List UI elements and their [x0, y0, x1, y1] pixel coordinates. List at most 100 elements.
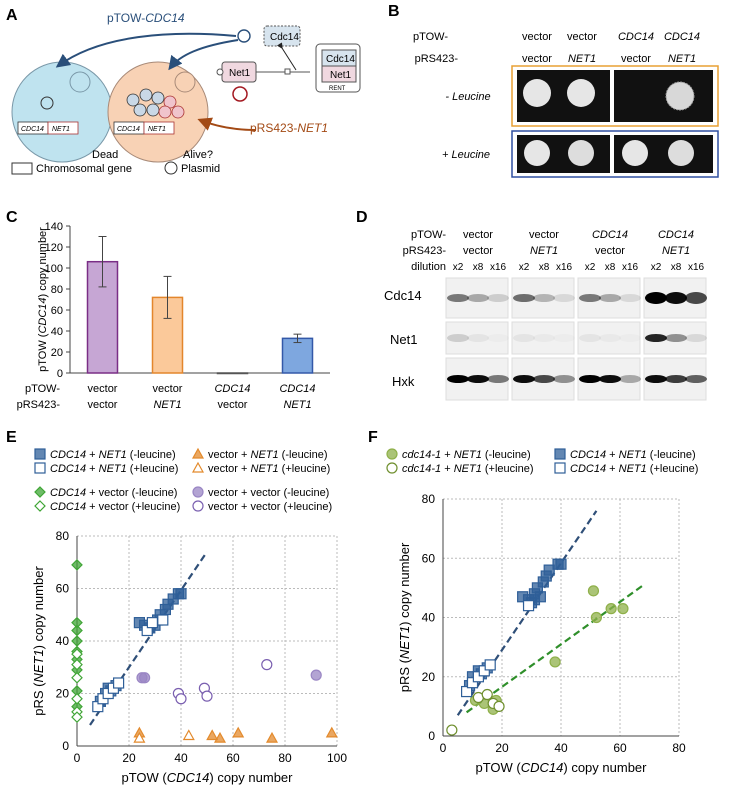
- d-row2-label: pRS423-: [403, 245, 447, 257]
- blot-band: [487, 294, 509, 302]
- blot-band: [447, 294, 469, 302]
- c-ytick-label: 60: [51, 305, 63, 317]
- d-dilution-label: x16: [556, 262, 573, 273]
- blot-band: [553, 334, 575, 342]
- panel-b: B pTOW- pRS423- vector vector CDC14 CDC14 ve…: [388, 3, 719, 178]
- blot-label-cdc14: Cdc14: [384, 288, 422, 303]
- blot-band: [645, 334, 667, 342]
- d-col-mid-0: vector: [463, 245, 493, 257]
- blot-band: [513, 294, 535, 302]
- blot-band: [487, 334, 509, 342]
- f-point-s1: [446, 724, 458, 736]
- dead-cell-net1-gene: [47, 121, 79, 135]
- e-point-s5: [71, 711, 83, 723]
- spot-1-minus: [523, 79, 551, 107]
- e-point-s7: [201, 690, 213, 702]
- f-xtick-label: 60: [613, 741, 627, 755]
- f-xtick-label: 40: [554, 741, 568, 755]
- blot-band: [467, 294, 489, 302]
- blot-band: [685, 292, 707, 304]
- legend-chromosomal-box: [11, 162, 33, 175]
- blot-band: [665, 375, 687, 383]
- blot-band: [665, 334, 687, 342]
- e-point-s2: [213, 731, 227, 743]
- e-xtick-label: 0: [74, 751, 81, 765]
- f-point-s3: [484, 659, 496, 671]
- d-col-mid-1: NET1: [530, 245, 558, 257]
- arrow-to-alive-cell: [168, 39, 239, 71]
- panel-letter-a: A: [6, 7, 18, 24]
- e-legend-marker-3: [191, 461, 205, 473]
- e-point-s2: [265, 731, 279, 743]
- f-legend-marker-1: [386, 462, 398, 474]
- d-row3-label: dilution: [411, 261, 446, 273]
- f-point-s1: [481, 688, 493, 701]
- b-col-bottom-0: vector: [522, 53, 552, 65]
- rent-cdc14-label: Cdc14: [326, 54, 355, 65]
- e-ytick-label: 0: [62, 739, 69, 753]
- dead-cell-gene2-label: NET1: [52, 126, 70, 133]
- d-col-top-0: vector: [463, 229, 493, 241]
- panel-f: F cdc14-1 + NET1 (-leucine) cdc14-1 + NET…: [368, 429, 698, 775]
- e-xtick-label: 60: [226, 751, 240, 765]
- b-col-top-2: CDC14: [618, 31, 654, 43]
- rent-net1-label: Net1: [330, 70, 352, 81]
- e-legend-label-3: vector + NET1 (+leucine): [208, 463, 330, 475]
- alive-cell-gene2-label: NET1: [148, 126, 166, 133]
- f-ytick-label: 80: [422, 492, 436, 506]
- f-point-s0: [549, 656, 561, 668]
- blot-strip: [511, 321, 575, 355]
- d-dilution-label: x2: [453, 262, 464, 273]
- c-cat-bottom-2: vector: [218, 399, 248, 411]
- blot-band: [619, 294, 641, 302]
- e-legend-marker-6: [192, 486, 204, 498]
- blot-band: [579, 375, 601, 383]
- panel-letter-c: C: [6, 209, 18, 226]
- e-point-s2: [206, 729, 219, 741]
- minus-leucine-label: - Leucine: [445, 91, 490, 103]
- blot-band: [619, 375, 641, 383]
- blot-strip: [445, 321, 509, 355]
- f-ytick-label: 40: [422, 611, 436, 625]
- d-dilution-label: x8: [605, 262, 616, 273]
- c-ytick-label: 100: [45, 263, 63, 275]
- d-col-top-3: CDC14: [658, 229, 694, 241]
- f-legend-label-2: CDC14 + NET1 (-leucine): [570, 449, 696, 461]
- dead-cell: [11, 61, 113, 163]
- blot-band: [645, 375, 667, 383]
- e-legend-marker-0: [34, 448, 46, 460]
- c-row2-label: pRS423-: [17, 399, 61, 411]
- f-point-s0: [590, 611, 603, 624]
- e-point-s6: [310, 669, 322, 681]
- dead-cell-gene1-label: CDC14: [21, 126, 44, 133]
- f-xtick-label: 20: [495, 741, 509, 755]
- blot-band: [513, 334, 535, 342]
- d-dilution-label: x16: [688, 262, 705, 273]
- dead-cell-plasmid: [40, 96, 54, 110]
- blot-band: [467, 375, 489, 383]
- f-ytick-label: 0: [428, 729, 435, 743]
- c-ytick-label: 40: [51, 326, 63, 338]
- blot-band: [533, 375, 555, 383]
- f-point-s3: [522, 600, 535, 612]
- e-point-s4: [71, 559, 83, 571]
- legend-plasmid-label: Plasmid: [181, 163, 220, 175]
- blot-band: [599, 375, 621, 383]
- spot-4-plus: [668, 140, 694, 166]
- dead-cell-bud: [69, 71, 91, 93]
- e-legend-label-5: CDC14 + vector (+leucine): [50, 501, 180, 513]
- alive-cell-net1-gene: [143, 121, 175, 135]
- d-dilution-label: x2: [519, 262, 530, 273]
- cdc14-plasmid-icon: [237, 29, 251, 43]
- f-legend-label-3: CDC14 + NET1 (+leucine): [570, 463, 698, 475]
- e-ytick-label: 40: [56, 634, 70, 648]
- e-legend-marker-2: [191, 447, 205, 459]
- e-legend-label-4: CDC14 + vector (-leucine): [50, 487, 177, 499]
- spot-2-plus: [568, 140, 594, 166]
- b-row2-label: pRS423-: [415, 53, 459, 65]
- alive-cell-bud: [174, 71, 196, 93]
- legend-plasmid-icon: [164, 161, 178, 175]
- e-point-s7: [261, 659, 273, 671]
- prs423-net1-label: pRS423-NET1: [250, 121, 328, 135]
- rent-label: RENT: [329, 86, 346, 92]
